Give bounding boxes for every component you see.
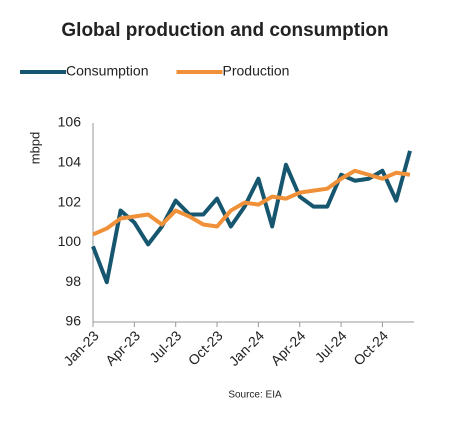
x-tick-label: Jul-23 xyxy=(146,327,184,365)
series-line xyxy=(91,150,412,285)
legend-label: Consumption xyxy=(66,63,149,79)
series-line xyxy=(92,168,411,237)
x-tick-label: Oct-23 xyxy=(185,327,226,368)
y-tick-label: 98 xyxy=(65,273,81,289)
y-tick-label: 100 xyxy=(58,233,82,249)
y-tick-label: 102 xyxy=(58,193,82,209)
x-tick-label: Apr-24 xyxy=(267,327,308,368)
x-tick-label: Apr-23 xyxy=(102,327,143,368)
chart-title: Global production and consumption xyxy=(61,20,388,41)
legend-label: Production xyxy=(223,63,290,79)
y-tick-label: 96 xyxy=(65,313,81,329)
x-tick-label: Oct-24 xyxy=(350,327,391,368)
y-tick-label: 106 xyxy=(58,114,82,130)
x-tick-label: Jul-24 xyxy=(312,327,350,365)
source: Source: EIA xyxy=(228,390,282,401)
y-axis-label: mbpd xyxy=(27,132,42,165)
x-tick-label: Jan-23 xyxy=(60,327,102,369)
x-tick-label: Jan-24 xyxy=(226,327,268,369)
y-tick-label: 104 xyxy=(58,154,82,170)
